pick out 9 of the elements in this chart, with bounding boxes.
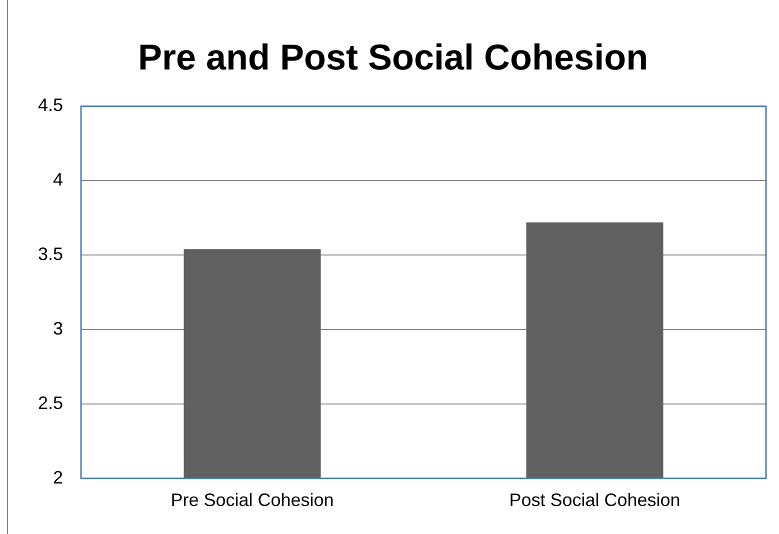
- y-tick-label: 4.5: [38, 95, 64, 116]
- chart-title: Pre and Post Social Cohesion: [138, 36, 648, 78]
- y-tick-label: 2: [53, 467, 64, 488]
- y-tick-label: 3: [53, 318, 64, 338]
- y-tick-label: 4: [53, 170, 64, 190]
- x-tick-label: Pre Social Cohesion: [170, 490, 334, 510]
- y-tick-label: 3.5: [38, 244, 64, 264]
- x-tick-label: Post Social Cohesion: [509, 490, 680, 510]
- y-tick-label: 2.5: [38, 392, 64, 413]
